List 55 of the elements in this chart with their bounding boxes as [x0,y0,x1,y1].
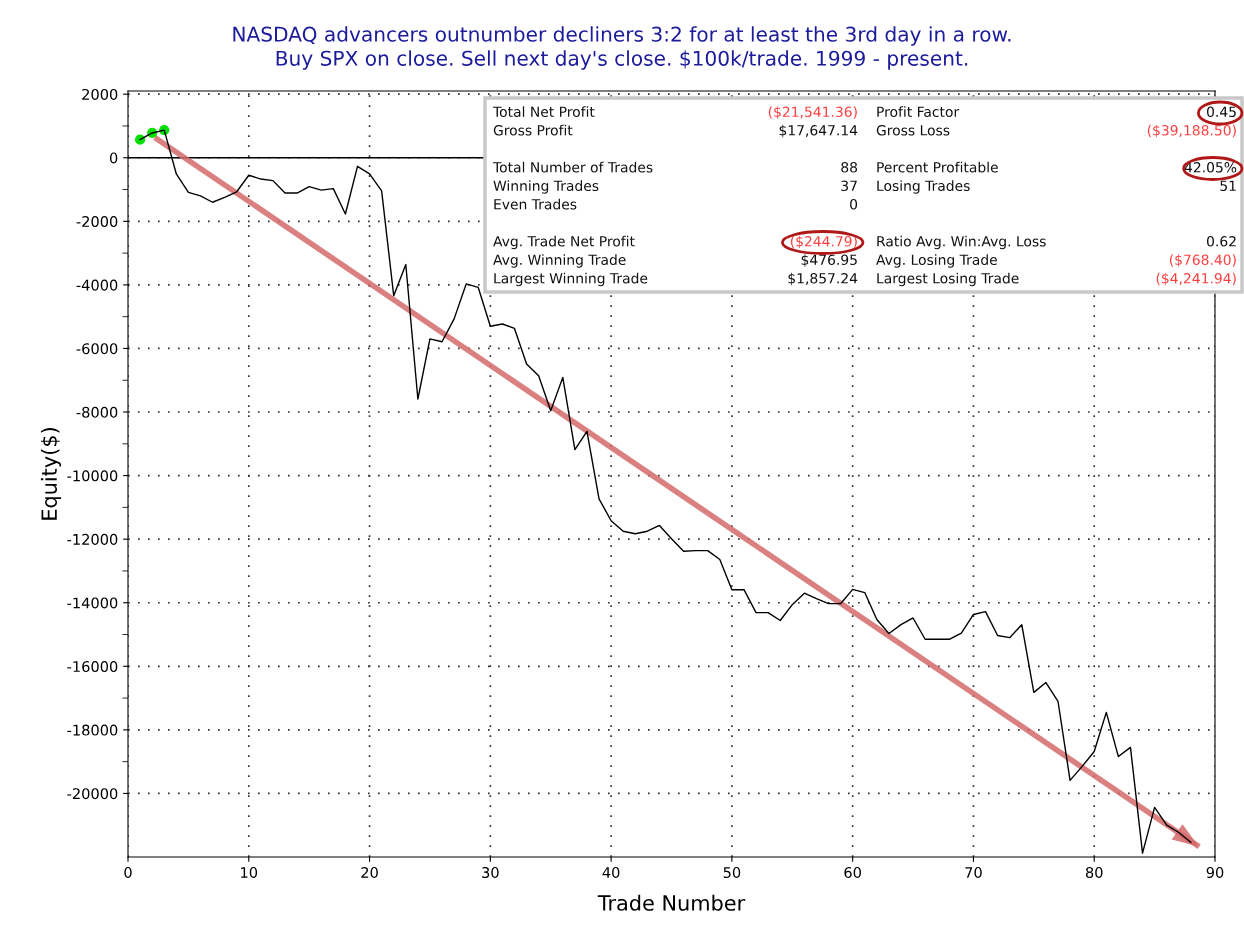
y-tick-label: -16000 [67,661,118,673]
annotation: 0 [850,199,858,210]
text: 51 [1220,180,1236,192]
y-tick-label: -10000 [67,470,118,482]
annotation: 37 [841,180,857,192]
annotation: Gross Profit [493,124,573,136]
annotation: ($4,241.94) [1156,272,1236,286]
y-tick-label: -6000 [76,343,118,355]
annotation: Largest Winning Trade [494,272,648,287]
annotation: ($768.40) [1169,254,1236,267]
x-tick-label: 30 [482,866,499,879]
y-tick-label: -14000 [67,597,118,609]
y-tick-label: -18000 [67,724,118,736]
annotation: Total Number of Trades [492,161,653,173]
y-tick-label: 2000 [82,88,118,100]
x-tick-label: 60 [844,866,861,879]
annotation: 0.45 [1206,106,1236,118]
y-tick-label: -4000 [76,279,118,291]
annotation: Gross Loss [876,125,950,136]
annotation: $476.95 [801,254,857,267]
y-tick-label: -2000 [76,216,118,228]
x-tick-label: 50 [723,866,741,879]
annotation: ($39,188.50) [1147,124,1236,138]
x-axis-title: Trade Number [597,894,746,911]
x-tick-label: 90 [1206,866,1224,879]
annotation: ($21,541.36) [768,106,857,119]
annotation: Even Trades [494,198,577,210]
y-tick-label: 0 [109,152,118,164]
annotation: Winning Trades [493,180,599,194]
y-tick-label: -8000 [76,406,118,418]
annotation: Losing Trades [877,180,970,194]
x-tick-label: 80 [1085,866,1103,879]
annotation: Largest Losing Trade [877,272,1019,287]
annotation: Avg. Trade Net Profit [493,235,635,250]
annotation: ($244.79) [790,235,857,249]
y-axis-title: Equity($) [40,428,62,520]
annotation: Percent Profitable [877,161,998,173]
x-tick-label: 40 [602,866,620,879]
chart-title: NASDAQ advancers outnumber decliners 3:2 for at least the 3rd day in a row. Buy SPX on close. Sell next day's close. $100k/trade. 1999 - present. [233,26,1011,70]
x-tick-label: 70 [965,866,982,879]
annotation: 42.05% [1184,162,1237,173]
annotation: Profit Factor [877,106,960,118]
x-tick-label: 10 [241,866,258,879]
annotation: $1,857.24 [788,272,858,286]
y-tick-label: -12000 [67,533,118,545]
annotation: Ratio Avg. Win:Avg. Loss [877,235,1046,250]
annotation: 88 [841,162,858,173]
x-tick-label: 0 [124,866,132,879]
annotation: 0.62 [1206,236,1236,247]
annotation: $17,647.14 [779,124,858,138]
y-tick-label: -20000 [67,788,118,800]
annotation: Avg. Winning Trade [493,254,626,268]
annotation: Avg. Losing Trade [876,254,997,268]
x-tick-label: 20 [361,866,378,879]
annotation: Total Net Profit [492,106,595,118]
